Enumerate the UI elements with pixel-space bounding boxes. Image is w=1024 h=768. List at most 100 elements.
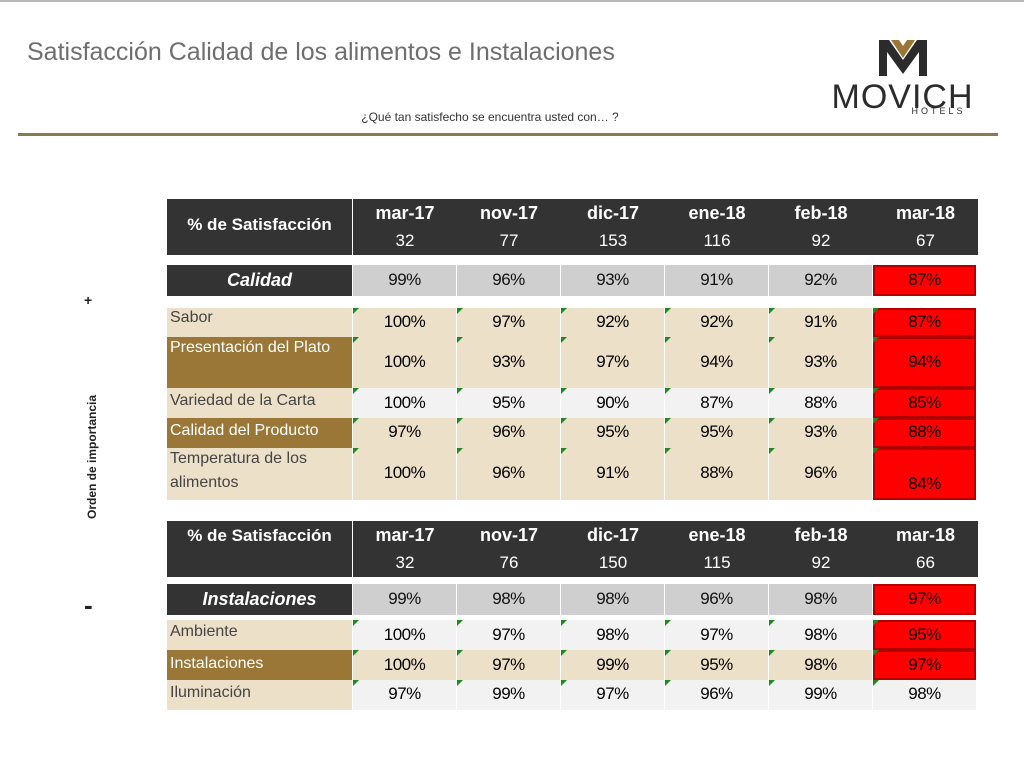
value-cell: 91% bbox=[561, 448, 664, 500]
value-cell: 99% bbox=[561, 650, 664, 680]
row-value: 93% bbox=[492, 352, 525, 371]
value-cell: 95% bbox=[665, 650, 768, 680]
row-label: Variedad de la Carta bbox=[170, 392, 316, 409]
value-cell: 95% bbox=[873, 620, 976, 650]
category-value: 96% bbox=[700, 589, 733, 608]
column-period: mar-18 bbox=[895, 525, 956, 545]
table-header-label: % de Satisfacción bbox=[187, 526, 332, 545]
flag-marker-icon bbox=[353, 650, 359, 656]
value-cell: 97% bbox=[561, 680, 664, 710]
column-sample-size: 92 bbox=[811, 553, 831, 572]
flag-marker-icon bbox=[873, 308, 879, 314]
flag-marker-icon bbox=[873, 388, 879, 394]
value-cell: 97% bbox=[457, 620, 560, 650]
flag-marker-icon bbox=[457, 620, 463, 626]
row-value: 97% bbox=[596, 352, 629, 371]
flag-marker-icon bbox=[665, 388, 671, 394]
column-sample-size: 150 bbox=[598, 553, 628, 572]
column-header-mar-17: mar-17 32 bbox=[353, 521, 457, 577]
row-value: 99% bbox=[804, 684, 837, 703]
value-cell: 99% bbox=[769, 680, 872, 710]
flag-marker-icon bbox=[873, 448, 879, 454]
column-period: nov-17 bbox=[479, 525, 539, 545]
column-period: mar-17 bbox=[375, 525, 435, 545]
value-cell: 88% bbox=[873, 418, 976, 448]
column-period: dic-17 bbox=[586, 525, 640, 545]
value-cell: 93% bbox=[457, 337, 560, 388]
category-label: Calidad bbox=[226, 270, 292, 290]
row-value: 92% bbox=[596, 312, 629, 331]
row-value: 97% bbox=[700, 625, 733, 644]
value-cell: 98% bbox=[873, 680, 976, 710]
category-value: 91% bbox=[700, 270, 733, 289]
value-cell: 97% bbox=[457, 308, 560, 337]
row-label-cell: Ambiente bbox=[167, 620, 352, 650]
row-label: Calidad del Producto bbox=[170, 422, 319, 439]
value-cell: 93% bbox=[769, 418, 872, 448]
row-value: 94% bbox=[700, 352, 733, 371]
flag-marker-icon bbox=[665, 337, 671, 343]
column-period: dic-17 bbox=[586, 203, 640, 223]
category-value: 99% bbox=[388, 589, 421, 608]
flag-marker-icon bbox=[353, 680, 359, 686]
category-value-cell: 98% bbox=[457, 584, 560, 615]
value-cell: 98% bbox=[561, 620, 664, 650]
flag-marker-icon bbox=[769, 418, 775, 424]
flag-marker-icon bbox=[769, 620, 775, 626]
category-value: 92% bbox=[804, 270, 837, 289]
flag-marker-icon bbox=[353, 337, 359, 343]
column-header-dic-17: dic-17 153 bbox=[561, 199, 665, 255]
column-period: ene-18 bbox=[688, 203, 746, 223]
row-value: 87% bbox=[908, 312, 941, 331]
column-sample-size: 153 bbox=[598, 231, 628, 250]
row-label: Ambiente bbox=[170, 623, 238, 640]
row-label: Sabor bbox=[170, 309, 213, 326]
column-header-feb-18: feb-18 92 bbox=[769, 199, 873, 255]
value-cell: 97% bbox=[665, 620, 768, 650]
value-cell: 100% bbox=[353, 337, 456, 388]
flag-marker-icon bbox=[353, 418, 359, 424]
row-label-cell: Variedad de la Carta bbox=[167, 388, 352, 418]
column-sample-size: 66 bbox=[916, 553, 935, 572]
importance-plus: + bbox=[84, 292, 93, 308]
flag-marker-icon bbox=[873, 418, 879, 424]
flag-marker-icon bbox=[561, 448, 567, 454]
flag-marker-icon bbox=[457, 337, 463, 343]
row-label-cell: Sabor bbox=[167, 308, 352, 337]
page-title: Satisfacción Calidad de los alimentos e … bbox=[27, 38, 615, 66]
row-label-cell: Calidad del Producto bbox=[167, 418, 352, 448]
column-period: mar-18 bbox=[895, 203, 956, 223]
row-value: 95% bbox=[908, 625, 941, 644]
row-value: 93% bbox=[804, 352, 837, 371]
column-header-dic-17: dic-17 150 bbox=[561, 521, 665, 577]
row-value: 100% bbox=[383, 463, 426, 482]
value-cell: 96% bbox=[457, 418, 560, 448]
category-value: 87% bbox=[908, 270, 941, 289]
value-cell: 98% bbox=[769, 620, 872, 650]
column-period: nov-17 bbox=[479, 203, 539, 223]
row-label: Temperatura de los alimentos bbox=[170, 450, 307, 491]
row-value: 98% bbox=[908, 684, 941, 703]
flag-marker-icon bbox=[665, 448, 671, 454]
row-value: 91% bbox=[596, 463, 629, 482]
row-value: 85% bbox=[908, 393, 941, 412]
value-cell: 99% bbox=[457, 680, 560, 710]
flag-marker-icon bbox=[561, 337, 567, 343]
row-value: 95% bbox=[700, 655, 733, 674]
category-value: 98% bbox=[596, 589, 629, 608]
row-label: Iluminación bbox=[170, 684, 251, 701]
row-value: 98% bbox=[804, 625, 837, 644]
column-header-feb-18: feb-18 92 bbox=[769, 521, 873, 577]
row-value: 97% bbox=[908, 655, 941, 674]
category-value-cell: 99% bbox=[353, 584, 456, 615]
flag-marker-icon bbox=[873, 337, 879, 343]
flag-marker-icon bbox=[353, 620, 359, 626]
row-label-cell: Instalaciones bbox=[167, 650, 352, 680]
column-sample-size: 32 bbox=[395, 553, 415, 572]
category-value-cell: 98% bbox=[561, 584, 664, 615]
value-cell: 88% bbox=[665, 448, 768, 500]
flag-marker-icon bbox=[561, 388, 567, 394]
category-label-cell: Instalaciones bbox=[167, 584, 352, 615]
value-cell: 96% bbox=[665, 680, 768, 710]
row-value: 84% bbox=[908, 474, 941, 493]
